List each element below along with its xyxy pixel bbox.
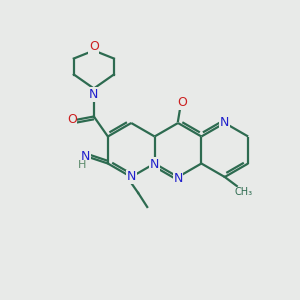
Text: O: O [89,40,99,53]
Text: O: O [177,97,187,110]
Text: N: N [220,116,230,130]
Text: N: N [81,150,91,163]
Text: H: H [78,160,86,170]
Text: N: N [127,170,136,184]
Text: N: N [89,88,98,101]
Text: N: N [173,172,183,184]
Text: N: N [150,158,159,171]
Text: O: O [67,113,77,126]
Text: CH₃: CH₃ [235,187,253,197]
